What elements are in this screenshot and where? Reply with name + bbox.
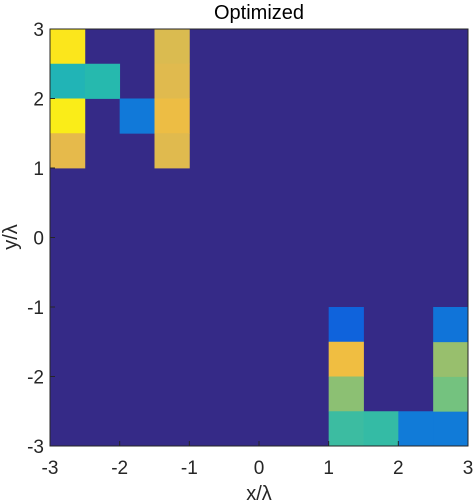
heatmap-cell	[50, 29, 86, 65]
axis-ticks: -3 -2 -1 0 1 2 3 3 2 1 0 -1 -2 -3	[27, 20, 473, 479]
heatmap-cell	[154, 29, 190, 65]
heatmap-cell	[433, 376, 469, 412]
y-tick-label: -2	[27, 368, 44, 389]
heatmap-cell	[154, 98, 190, 134]
y-tick-label: 1	[33, 159, 44, 180]
x-tick-label: -3	[42, 458, 59, 479]
x-axis-label: x/λ	[246, 483, 272, 504]
heatmap-cell	[328, 341, 364, 377]
heatmap-cell	[50, 63, 86, 99]
x-tick-label: -1	[181, 458, 198, 479]
heatmap-cell	[119, 98, 155, 134]
heatmap-cell	[433, 341, 469, 377]
heatmap-cells	[50, 29, 469, 447]
heatmap-cell	[154, 63, 190, 99]
x-tick-label: 0	[254, 458, 265, 479]
heatmap-cell	[328, 376, 364, 412]
chart-title: Optimized	[214, 2, 304, 24]
y-tick-label: 0	[33, 229, 44, 250]
heatmap-cell	[363, 411, 399, 447]
x-tick-label: 2	[393, 458, 404, 479]
heatmap-cell	[433, 307, 469, 343]
x-tick-label: 1	[323, 458, 334, 479]
y-axis-label: y/λ	[0, 224, 22, 250]
heatmap-cell	[84, 63, 121, 99]
y-tick-label: -1	[27, 298, 44, 319]
y-tick-label: -3	[27, 437, 44, 458]
heatmap-cell	[398, 411, 434, 447]
x-tick-label: 3	[463, 458, 474, 479]
heatmap-cell	[50, 98, 86, 134]
heatmap-cell	[328, 307, 364, 343]
y-tick-label: 2	[33, 90, 44, 111]
plot-frame	[49, 28, 469, 447]
heatmap-cell	[154, 133, 190, 169]
x-tick-label: -2	[111, 458, 128, 479]
heatmap-cell	[433, 411, 469, 447]
heatmap-cell	[328, 411, 364, 447]
y-tick-label: 3	[33, 20, 44, 41]
heatmap-cell	[50, 133, 86, 169]
